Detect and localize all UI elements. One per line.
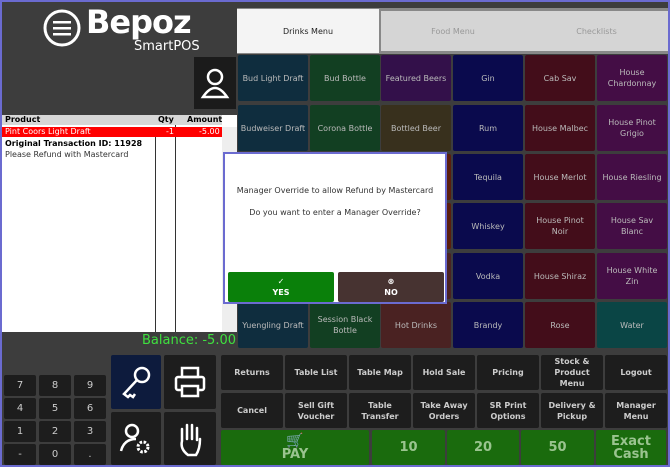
numpad-key[interactable]: 5	[39, 398, 71, 419]
dialog-message: Manager Override to allow Refund by Mast…	[236, 186, 434, 195]
function-button[interactable]: Delivery & Pickup	[541, 393, 603, 428]
function-button[interactable]: Hold Sale	[413, 355, 475, 390]
product-tile[interactable]: Brandy	[453, 302, 523, 348]
printer-icon	[174, 366, 206, 398]
product-tile[interactable]: Vodka	[453, 253, 523, 299]
manager-override-dialog: Manager Override to allow Refund by Mast…	[223, 152, 447, 304]
product-tile[interactable]: Yuengling Draft	[238, 302, 308, 348]
function-button[interactable]: Table Map	[349, 355, 411, 390]
product-tile[interactable]: House Merlot	[525, 154, 595, 200]
product-tile[interactable]: Bud Light Draft	[238, 55, 308, 101]
product-tile[interactable]: House Sav Blanc	[597, 203, 667, 249]
product-tile[interactable]: Hot Drinks	[381, 302, 451, 348]
function-button[interactable]: Table List	[285, 355, 347, 390]
brand-name: Bepoz	[86, 3, 192, 41]
product-tile[interactable]: Gin	[453, 55, 523, 101]
hand-icon	[180, 423, 202, 456]
key-button[interactable]	[111, 355, 161, 409]
cash-20-button[interactable]: 20	[447, 430, 519, 465]
numpad-key[interactable]: 7	[4, 375, 36, 396]
function-button[interactable]: Returns	[221, 355, 283, 390]
receipt-row[interactable]: Original Transaction ID: 11928	[5, 139, 145, 148]
key-icon	[122, 366, 151, 399]
receipt-row[interactable]: Please Refund with Mastercard	[5, 150, 129, 159]
function-button[interactable]: Pricing	[477, 355, 539, 390]
dialog-question: Do you want to enter a Manager Override?	[249, 208, 421, 217]
no-button[interactable]: ⊗ NO	[338, 272, 444, 302]
user-gear-icon	[119, 423, 150, 453]
numpad-key[interactable]: 6	[74, 398, 106, 419]
function-button[interactable]: Logout	[605, 355, 667, 390]
product-tile[interactable]: House Pinot Grigio	[597, 105, 667, 151]
product-tile[interactable]: House Riesling	[597, 154, 667, 200]
product-tile[interactable]: Rose	[525, 302, 595, 348]
check-icon: ✓	[277, 277, 285, 286]
yes-button[interactable]: ✓ YES	[228, 272, 334, 302]
cash-10-button[interactable]: 10	[372, 430, 445, 465]
function-button[interactable]: Stock & Product Menu	[541, 355, 603, 390]
product-tile[interactable]: House Chardonnay	[597, 55, 667, 101]
pay-button[interactable]: 🛒 PAY	[221, 430, 369, 465]
numpad-key[interactable]: 8	[39, 375, 71, 396]
user-button[interactable]	[194, 57, 236, 109]
product-tile[interactable]: Session Black Bottle	[310, 302, 380, 348]
numpad-key[interactable]: 1	[4, 421, 36, 442]
product-tile[interactable]: House White Zin	[597, 253, 667, 299]
function-button[interactable]: Sell Gift Voucher	[285, 393, 347, 428]
tab-drinks-menu[interactable]: Drinks Menu	[237, 9, 379, 53]
product-tile[interactable]: Budweiser Draft	[238, 105, 308, 151]
cart-icon: 🛒	[286, 432, 304, 449]
tab-checklists[interactable]: Checklists	[525, 11, 668, 51]
function-button[interactable]: SR Print Options	[477, 393, 539, 428]
product-tile[interactable]: Bud Bottle	[310, 55, 380, 101]
balance: Balance: -5.00	[142, 333, 236, 348]
product-tile[interactable]: Whiskey	[453, 203, 523, 249]
user-settings-button[interactable]	[111, 412, 161, 465]
receipt-list[interactable]: Product Qty Amount Pint Coors Light Draf…	[2, 115, 237, 332]
numpad-key[interactable]: 4	[4, 398, 36, 419]
receipt-row[interactable]: Pint Coors Light Draft -1 -5.00	[2, 127, 222, 137]
exact-cash-button[interactable]: Exact Cash	[596, 430, 666, 465]
close-circle-icon: ⊗	[387, 277, 395, 286]
function-button[interactable]: Cancel	[221, 393, 283, 428]
product-tile[interactable]: Rum	[453, 105, 523, 151]
hold-button[interactable]	[164, 412, 216, 465]
product-tile[interactable]: House Malbec	[525, 105, 595, 151]
brand-sub: SmartPOS	[134, 39, 200, 54]
product-tile[interactable]: House Pinot Noir	[525, 203, 595, 249]
product-tile[interactable]: House Shiraz	[525, 253, 595, 299]
cash-50-button[interactable]: 50	[521, 430, 594, 465]
function-button[interactable]: Table Transfer	[349, 393, 411, 428]
menu-tabs: Drinks Menu Food Menu Checklists	[237, 8, 668, 54]
numpad-key[interactable]: .	[74, 444, 106, 465]
numpad-key[interactable]: 3	[74, 421, 106, 442]
product-tile[interactable]: Featured Beers	[381, 55, 451, 101]
menu-icon[interactable]	[42, 8, 82, 48]
product-tile[interactable]: Tequila	[453, 154, 523, 200]
product-tile[interactable]: Bottled Beer	[381, 105, 451, 151]
product-tile[interactable]: Water	[597, 302, 667, 348]
bepoz-logo: Bepoz SmartPOS	[42, 3, 200, 56]
numpad-key[interactable]: -	[4, 444, 36, 465]
numpad-key[interactable]: 9	[74, 375, 106, 396]
product-tile[interactable]: Corona Bottle	[310, 105, 380, 151]
function-button[interactable]: Take Away Orders	[413, 393, 475, 428]
user-icon	[200, 68, 230, 99]
print-button[interactable]	[164, 355, 216, 409]
function-button[interactable]: Manager Menu	[605, 393, 667, 428]
numpad-key[interactable]: 0	[39, 444, 71, 465]
receipt-header: Product Qty Amount	[2, 115, 222, 125]
tab-food-menu[interactable]: Food Menu	[381, 11, 525, 51]
numpad-key[interactable]: 2	[39, 421, 71, 442]
product-tile[interactable]: Cab Sav	[525, 55, 595, 101]
